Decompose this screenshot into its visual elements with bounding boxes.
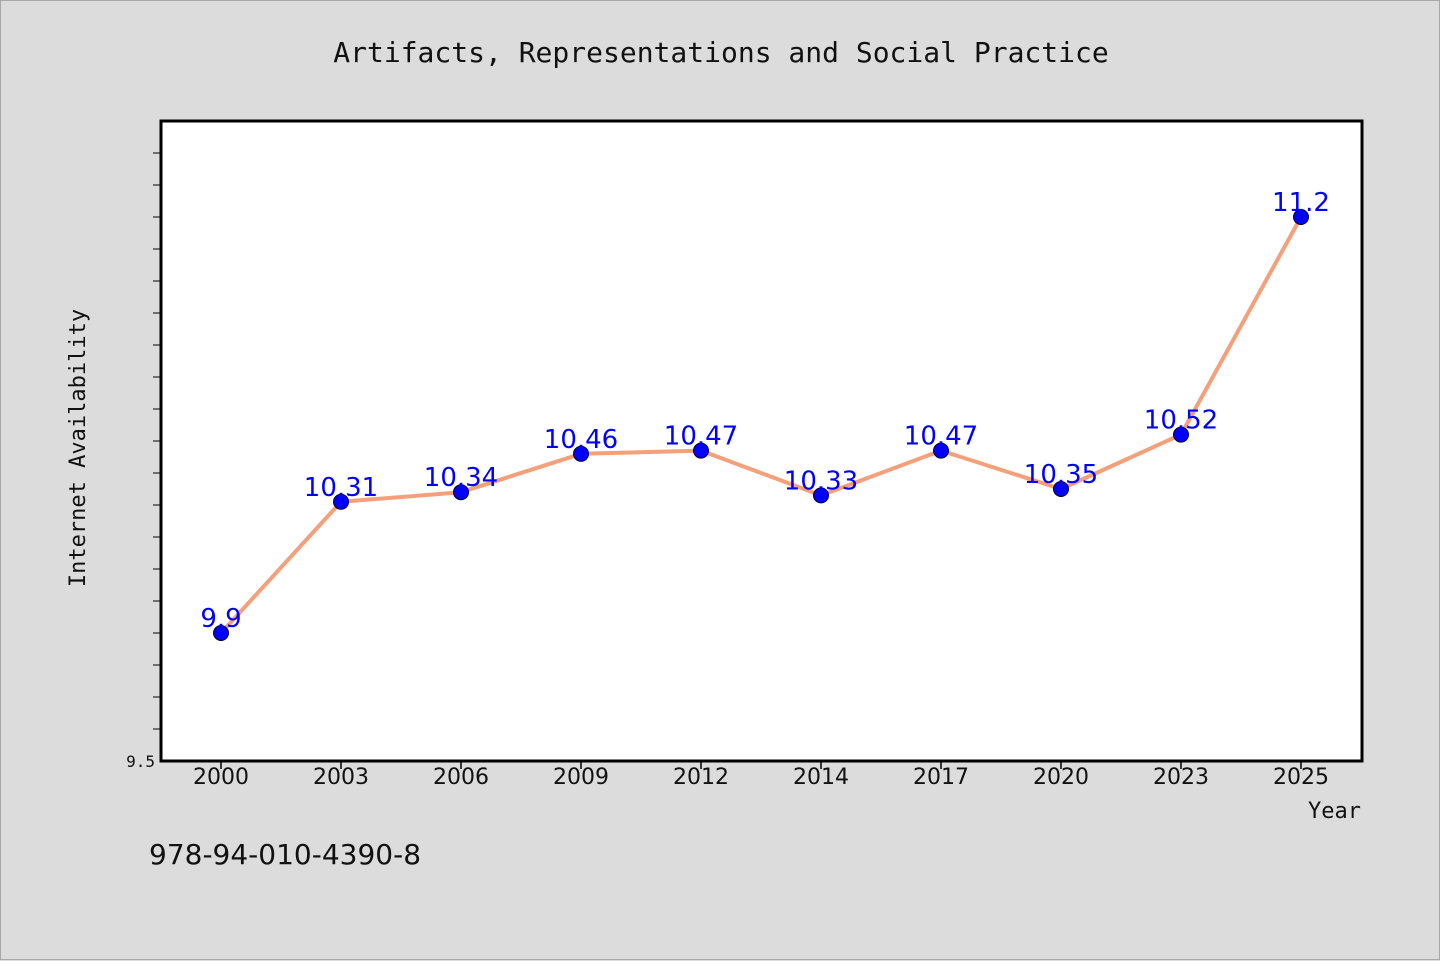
x-tick-label: 2003 — [313, 765, 369, 790]
y-axis-title: Internet Availability — [66, 309, 91, 587]
data-label: 10.31 — [304, 473, 378, 503]
data-label: 10.33 — [784, 466, 858, 496]
x-tick-label: 2012 — [673, 765, 729, 790]
y-tick-label-min: 9.5 — [126, 752, 155, 771]
data-label: 10.34 — [424, 463, 498, 493]
data-label: 9.9 — [200, 604, 241, 634]
x-tick-label: 2023 — [1153, 765, 1209, 790]
data-point — [213, 625, 229, 641]
data-point — [1173, 426, 1189, 443]
isbn-label: 978-94-010-4390-8 — [149, 838, 421, 871]
data-point — [693, 442, 709, 459]
series-group: 9.9 10.31 10.34 10.46 10.47 10.33 10.47 10.35 10… — [200, 188, 1330, 641]
x-tick-label: 2025 — [1273, 765, 1329, 790]
data-point — [813, 487, 829, 504]
x-tick-label: 2014 — [793, 765, 849, 790]
series-line — [219, 215, 1303, 635]
plot-area — [159, 119, 1364, 763]
x-axis-ticks: 2000 2003 2006 2009 2012 2014 2017 2020 2023 2025 — [193, 761, 1329, 790]
data-point — [453, 484, 469, 501]
data-label: 10.47 — [664, 422, 738, 452]
x-axis-title: Year — [1308, 799, 1361, 824]
x-tick-label: 2009 — [553, 765, 609, 790]
data-point — [933, 442, 949, 459]
data-label: 10.46 — [544, 425, 618, 455]
y-axis-ticks — [153, 152, 161, 730]
x-tick-label: 2020 — [1033, 765, 1089, 790]
data-label: 10.35 — [1024, 460, 1098, 490]
data-label: 10.47 — [904, 422, 978, 452]
data-point — [333, 493, 349, 510]
chart-title: Artifacts, Representations and Social Pr… — [333, 36, 1108, 69]
data-label: 11.2 — [1272, 188, 1330, 218]
x-tick-label: 2000 — [193, 765, 249, 790]
data-label: 10.52 — [1144, 406, 1218, 436]
x-tick-label: 2017 — [913, 765, 969, 790]
data-point — [1053, 481, 1069, 497]
x-tick-label: 2006 — [433, 765, 489, 790]
data-point — [573, 445, 589, 462]
data-point — [1293, 209, 1309, 225]
